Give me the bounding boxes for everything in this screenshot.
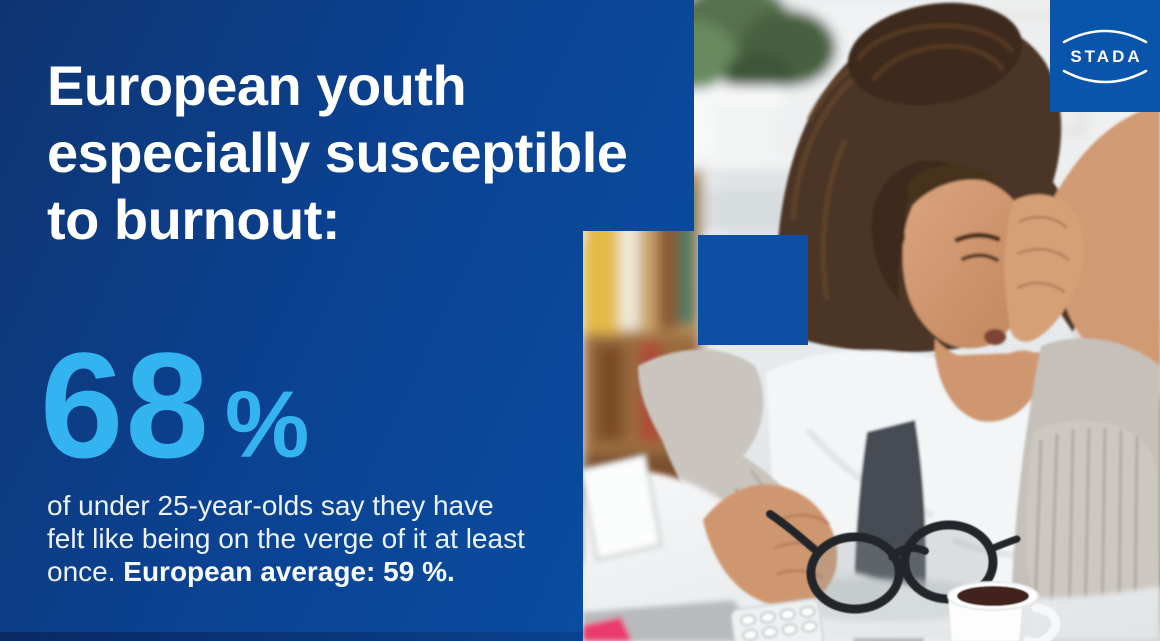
sticky-note [583,617,632,641]
clipboard [583,453,663,562]
headline-line-1: European youth [47,54,467,117]
stada-logo-top-arc-icon [1062,29,1148,43]
headline-line-3: to burnout: [47,188,341,251]
stada-logo: STADA [1050,0,1160,112]
photo-coffee-mug [947,581,1061,641]
statistic-value: 68 [40,321,211,489]
description-line-3: once. European average: 59 %. [47,555,525,588]
accent-square [698,235,808,345]
photo-glasses [766,510,1021,614]
statistic: 68 % [40,330,309,480]
headline-line-2: especially susceptible [47,121,628,184]
photo-pill-blister [730,598,825,641]
stada-logo-text: STADA [1070,46,1143,66]
description-line-2: felt like being on the verge of it at le… [47,523,525,554]
description-line-1: of under 25-year-olds say they have [47,490,494,521]
headline: European youth especially susceptible to… [47,52,628,253]
statistic-description: of under 25-year-olds say they have felt… [47,489,525,588]
description-line-3-regular: once. [47,556,124,587]
statistic-unit: % [224,372,310,478]
stada-logo-bottom-arc-icon [1062,69,1148,83]
description-line-3-bold: European average: 59 %. [123,556,455,587]
blue-panel [0,0,694,641]
desk-tray [583,600,765,641]
